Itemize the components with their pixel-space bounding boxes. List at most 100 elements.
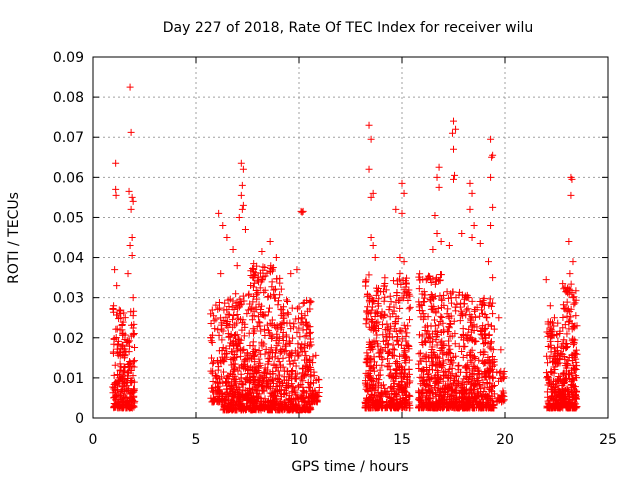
data-point bbox=[130, 385, 138, 393]
data-point bbox=[362, 320, 370, 328]
data-point bbox=[428, 343, 436, 351]
data-point bbox=[247, 282, 255, 290]
data-point bbox=[431, 280, 439, 288]
data-point bbox=[383, 326, 391, 334]
data-point bbox=[292, 315, 300, 323]
data-point bbox=[215, 331, 223, 339]
data-point bbox=[446, 360, 454, 368]
data-point bbox=[281, 367, 289, 375]
data-point bbox=[208, 398, 216, 406]
data-point bbox=[449, 402, 457, 410]
data-point bbox=[425, 398, 433, 406]
data-point bbox=[383, 363, 391, 371]
data-point bbox=[487, 135, 495, 143]
data-point bbox=[238, 362, 246, 370]
data-point bbox=[310, 372, 318, 380]
data-point bbox=[259, 273, 267, 281]
data-point bbox=[124, 402, 132, 410]
data-point bbox=[299, 394, 307, 402]
data-point bbox=[490, 325, 498, 333]
data-point bbox=[377, 312, 385, 320]
data-point bbox=[550, 314, 558, 322]
data-point bbox=[290, 386, 298, 394]
data-point bbox=[306, 380, 314, 388]
data-point bbox=[273, 383, 281, 391]
data-point bbox=[245, 290, 253, 298]
x-tick-labels: 0 5 10 15 20 25 bbox=[89, 432, 617, 448]
data-point bbox=[261, 364, 269, 372]
data-point bbox=[239, 201, 247, 209]
data-point bbox=[559, 301, 567, 309]
data-point bbox=[120, 368, 128, 376]
data-point bbox=[453, 372, 461, 380]
y-tick-label: 0.02 bbox=[53, 331, 84, 347]
data-point bbox=[544, 320, 552, 328]
data-point bbox=[390, 346, 398, 354]
data-point bbox=[362, 276, 370, 284]
data-point bbox=[432, 389, 440, 397]
data-point bbox=[405, 305, 413, 313]
data-point bbox=[432, 309, 440, 317]
data-point bbox=[362, 379, 370, 387]
data-point bbox=[440, 291, 448, 299]
data-point bbox=[400, 258, 408, 266]
data-point bbox=[434, 374, 442, 382]
data-point bbox=[563, 343, 571, 351]
data-point bbox=[415, 350, 423, 358]
data-point bbox=[421, 337, 429, 345]
data-point bbox=[297, 319, 305, 327]
data-point bbox=[445, 242, 453, 250]
data-point bbox=[364, 388, 372, 396]
data-point bbox=[303, 322, 311, 330]
data-point bbox=[402, 396, 410, 404]
data-point bbox=[431, 211, 439, 219]
y-tick-label: 0.08 bbox=[53, 90, 84, 106]
data-point bbox=[250, 373, 258, 381]
data-point bbox=[566, 270, 574, 278]
chart-title: Day 227 of 2018, Rate Of TEC Index for r… bbox=[163, 20, 533, 36]
data-point bbox=[554, 337, 562, 345]
data-point bbox=[397, 363, 405, 371]
x-tick-label: 20 bbox=[496, 432, 514, 448]
data-point bbox=[547, 326, 555, 334]
data-point bbox=[567, 191, 575, 199]
data-point bbox=[559, 280, 567, 288]
data-point bbox=[222, 395, 230, 403]
data-point bbox=[573, 403, 581, 411]
data-point bbox=[229, 398, 237, 406]
data-point bbox=[437, 238, 445, 246]
data-point bbox=[415, 331, 423, 339]
data-point bbox=[402, 277, 410, 285]
data-point bbox=[436, 391, 444, 399]
data-point bbox=[272, 254, 280, 262]
data-point bbox=[250, 260, 258, 268]
data-point bbox=[279, 363, 287, 371]
data-point bbox=[239, 395, 247, 403]
data-point bbox=[229, 348, 237, 356]
data-point bbox=[235, 383, 243, 391]
data-point bbox=[467, 334, 475, 342]
data-point bbox=[116, 366, 124, 374]
data-point bbox=[373, 331, 381, 339]
data-point bbox=[209, 387, 217, 395]
data-point bbox=[364, 352, 372, 360]
data-point bbox=[546, 302, 554, 310]
data-point bbox=[301, 372, 309, 380]
data-point bbox=[371, 391, 379, 399]
data-point bbox=[364, 371, 372, 379]
data-point bbox=[247, 354, 255, 362]
data-point bbox=[468, 323, 476, 331]
data-point bbox=[457, 311, 465, 319]
data-point bbox=[248, 406, 256, 414]
data-point bbox=[384, 400, 392, 408]
data-point bbox=[385, 360, 393, 368]
data-point bbox=[450, 145, 457, 153]
data-point bbox=[402, 325, 410, 333]
data-point bbox=[416, 270, 424, 278]
data-point bbox=[455, 402, 463, 410]
data-point bbox=[544, 393, 552, 401]
data-point bbox=[237, 159, 245, 167]
data-point bbox=[446, 380, 454, 388]
data-point bbox=[561, 375, 569, 383]
data-point bbox=[274, 301, 282, 309]
